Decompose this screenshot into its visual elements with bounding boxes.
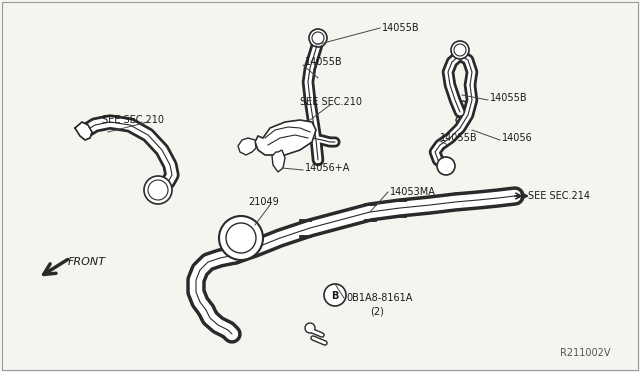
- Text: SEE SEC.210: SEE SEC.210: [300, 97, 362, 107]
- Circle shape: [324, 284, 346, 306]
- Text: 14055B: 14055B: [382, 23, 420, 33]
- Text: 14053MA: 14053MA: [390, 187, 436, 197]
- Circle shape: [144, 176, 172, 204]
- Text: SEE SEC.214: SEE SEC.214: [528, 191, 590, 201]
- Text: 14055B: 14055B: [490, 93, 527, 103]
- Polygon shape: [272, 150, 285, 172]
- Text: 14056+A: 14056+A: [305, 163, 350, 173]
- Text: 14056: 14056: [502, 133, 532, 143]
- Text: SEE SEC.210: SEE SEC.210: [102, 115, 164, 125]
- Circle shape: [451, 41, 469, 59]
- Circle shape: [437, 157, 455, 175]
- Text: FRONT: FRONT: [68, 257, 106, 267]
- Text: B: B: [332, 291, 339, 301]
- Text: 0B1A8-8161A: 0B1A8-8161A: [346, 293, 412, 303]
- Polygon shape: [75, 122, 92, 140]
- Text: 14055B: 14055B: [305, 57, 342, 67]
- Circle shape: [309, 29, 327, 47]
- Circle shape: [305, 323, 315, 333]
- Text: 21049: 21049: [248, 197, 279, 207]
- Text: (2): (2): [370, 307, 384, 317]
- Polygon shape: [238, 138, 256, 155]
- Circle shape: [219, 216, 263, 260]
- Text: R211002V: R211002V: [560, 348, 611, 358]
- Polygon shape: [255, 120, 316, 155]
- Text: 14055B: 14055B: [440, 133, 477, 143]
